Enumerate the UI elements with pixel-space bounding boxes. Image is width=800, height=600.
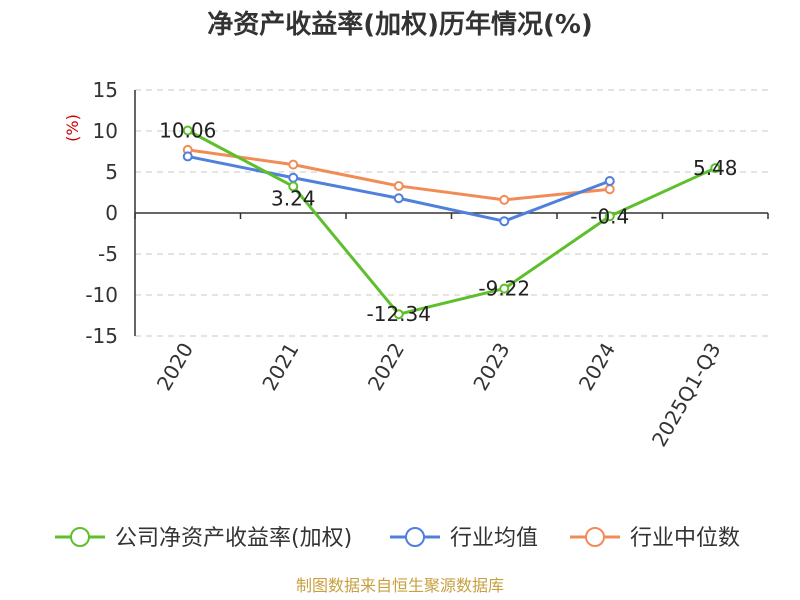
data-point: [710, 163, 721, 174]
y-tick-label: 15: [93, 78, 118, 102]
data-point: [182, 151, 193, 162]
data-labels: 10.06 3.24 -12.34 -9.22 -0.4 5.48: [159, 119, 737, 327]
data-point: [604, 176, 615, 187]
y-tick-label: 0: [105, 201, 118, 225]
legend[interactable]: 公司净资产收益率(加权) 行业均值 行业中位数: [55, 526, 740, 551]
legend-label: 行业均值: [450, 526, 538, 551]
legend-item[interactable]: 行业中位数: [570, 526, 740, 551]
series-line-0: [187, 129, 716, 316]
source-note: 制图数据来自恒生聚源数据库: [296, 576, 504, 595]
data-point: [604, 184, 615, 195]
y-tick-label: -5: [98, 242, 118, 266]
data-label: 5.48: [693, 156, 738, 180]
data-point: [288, 181, 299, 192]
y-tick-label: -15: [85, 324, 118, 348]
x-tick-label: 2022: [363, 339, 409, 395]
x-tick-label: 2025Q1-Q3: [647, 339, 726, 451]
x-tick-label: 2021: [257, 339, 303, 395]
data-point: [393, 309, 404, 320]
y-tick-label: -10: [85, 283, 118, 307]
x-tick-label: 2020: [152, 339, 198, 395]
series-line-2: [187, 148, 610, 202]
legend-item[interactable]: 公司净资产收益率(加权): [55, 526, 352, 551]
data-label: -12.34: [367, 302, 431, 326]
series-lines: [182, 125, 721, 320]
data-label: -0.4: [590, 204, 629, 228]
data-point: [288, 159, 299, 170]
legend-marker-icon: [70, 527, 90, 547]
data-label: 3.24: [271, 186, 316, 210]
data-point: [499, 283, 510, 294]
data-point: [182, 125, 193, 136]
y-tick-label: 5: [105, 160, 118, 184]
legend-marker-icon: [405, 527, 425, 547]
data-point: [499, 216, 510, 227]
data-point: [499, 194, 510, 205]
data-point: [604, 211, 615, 222]
legend-label: 行业中位数: [630, 526, 740, 551]
legend-marker-icon: [585, 527, 605, 547]
data-point: [393, 180, 404, 191]
data-label: 10.06: [159, 119, 216, 143]
chart-title: 净资产收益率(加权)历年情况(%): [207, 9, 593, 40]
y-axis-unit: (%): [63, 114, 82, 142]
legend-label: 公司净资产收益率(加权): [115, 526, 352, 551]
data-label: -9.22: [478, 277, 530, 301]
data-point: [393, 193, 404, 204]
x-tick-label: 2024: [574, 339, 620, 395]
data-point: [288, 172, 299, 183]
x-tick-label: 2023: [468, 339, 514, 395]
legend-item[interactable]: 行业均值: [390, 526, 538, 551]
y-tick-label: 10: [93, 119, 118, 143]
